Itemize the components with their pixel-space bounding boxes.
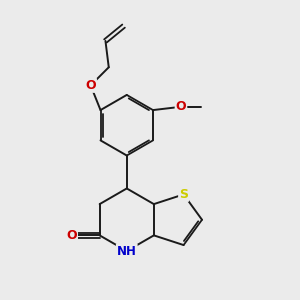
- Text: NH: NH: [117, 244, 137, 257]
- Text: O: O: [85, 79, 96, 92]
- Text: S: S: [179, 188, 188, 201]
- Text: O: O: [176, 100, 186, 113]
- Text: O: O: [66, 229, 77, 242]
